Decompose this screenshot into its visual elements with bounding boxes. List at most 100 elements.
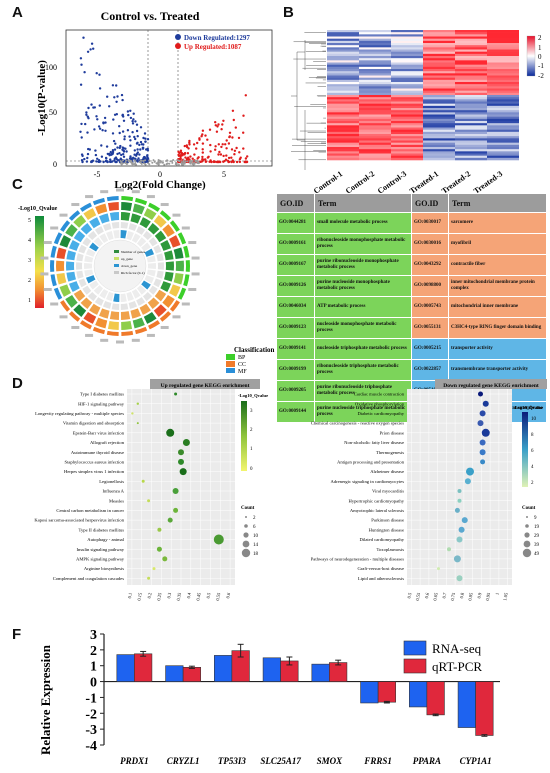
volcano-point [136, 151, 139, 154]
pathway-label: Adrenergic signaling in cardiomyocytes [330, 479, 404, 484]
f-y-tick: 0 [90, 676, 97, 691]
heatmap-cell [487, 45, 519, 48]
heatmap-cell [487, 112, 519, 115]
volcano-point [86, 131, 89, 134]
bar-qrtpcr [475, 681, 494, 736]
heatmap-cell [327, 153, 359, 156]
volcano-point [118, 152, 121, 155]
heatmap-cell [391, 149, 423, 152]
heatmap-cell [391, 157, 423, 161]
bar-qrtpcr [377, 681, 396, 703]
volcano-point [108, 152, 111, 156]
circos-segment [165, 261, 174, 271]
heatmap-cell [391, 136, 423, 139]
volcano-point [89, 48, 92, 51]
heatmap-cell [359, 144, 391, 148]
circos-segment [109, 311, 120, 320]
heatmap-cell [487, 38, 519, 42]
heatmap-cell [327, 95, 359, 98]
volcano-point [121, 98, 124, 102]
heatmap-cell [359, 153, 391, 156]
heatmap-cell [423, 110, 455, 113]
count-legend-label: 10 [253, 534, 259, 539]
circos-segment [183, 274, 190, 287]
volcano-point [102, 122, 105, 125]
e-count-title: Count [522, 506, 536, 511]
volcano-point [126, 129, 130, 132]
heatmap-cell [423, 149, 455, 152]
volcano-point [182, 153, 186, 156]
heatmap-cell [423, 84, 455, 87]
heatmap-cell [359, 127, 391, 130]
circos-segment [131, 233, 141, 244]
volcano-point [135, 154, 138, 157]
volcano-point [244, 157, 248, 160]
volcano-point [161, 161, 164, 164]
volcano-point [96, 118, 99, 121]
volcano-point [130, 161, 133, 164]
volcano-point [109, 158, 112, 161]
volcano-point [218, 150, 221, 154]
volcano-point [113, 157, 117, 160]
heatmap-cell [423, 69, 455, 72]
heatmap-cell [487, 105, 519, 109]
heatmap-cell [455, 153, 487, 156]
volcano-point [233, 149, 237, 152]
heatmap-cell [391, 77, 423, 81]
circos-segment [89, 242, 99, 252]
q-tick: 4 [28, 238, 31, 244]
volcano-point [122, 153, 125, 156]
heatmap-cell [455, 40, 487, 44]
volcano-point [134, 162, 137, 165]
volcano-point [144, 137, 147, 140]
heatmap-cell [455, 82, 487, 85]
heatmap-cell [391, 58, 423, 61]
volcano-point [212, 160, 215, 164]
volcano-point [131, 122, 135, 125]
volcano-point [214, 121, 217, 124]
heatmap-cell [359, 60, 391, 63]
circos-segment [132, 317, 145, 329]
volcano-point [142, 160, 145, 162]
kegg-down-plot-area [407, 389, 512, 585]
volcano-point [124, 162, 127, 164]
heatmap-cell [423, 43, 455, 46]
heatmap-cell [455, 66, 487, 70]
circos-segment [99, 308, 110, 319]
volcano-point [231, 109, 235, 113]
volcano-point [125, 163, 128, 165]
circos-segment [92, 326, 105, 335]
circos-segment [120, 311, 131, 320]
circos-segment [162, 224, 175, 238]
panel-label-c: C [12, 176, 23, 193]
heatmap-cell [327, 69, 359, 72]
volcano-point [134, 120, 137, 123]
heatmap-cell [359, 147, 391, 150]
x-tick: 0.55 [415, 592, 421, 601]
volcano-point [221, 143, 224, 146]
circos-segment [120, 303, 129, 310]
volcano-point [209, 150, 212, 153]
heatmap-cell [423, 129, 455, 133]
volcano-point [206, 156, 210, 159]
volcano-point [116, 152, 119, 156]
heatmap-cell [359, 58, 391, 61]
count-legend-dot [524, 532, 530, 538]
count-legend-dot [525, 524, 529, 528]
kegg-dot [147, 499, 151, 503]
heatmap-cell [487, 82, 519, 85]
volcano-point [246, 155, 249, 158]
volcano-point [85, 111, 88, 114]
heatmap-cell [487, 147, 519, 150]
row-dendrogram [291, 32, 326, 170]
volcano-ylabel: -Log10(P-value) [36, 60, 48, 136]
volcano-point [104, 121, 107, 124]
sample-label: Treated-2 [440, 169, 472, 195]
circos-segment [83, 311, 97, 324]
go-id-cell: GO:0046034 [276, 296, 315, 318]
circos-segment [56, 272, 67, 285]
heatmap-cell [423, 144, 455, 148]
heatmap-cell [327, 125, 359, 128]
sample-label: Control-1 [312, 169, 344, 195]
circos-segment [68, 210, 81, 221]
